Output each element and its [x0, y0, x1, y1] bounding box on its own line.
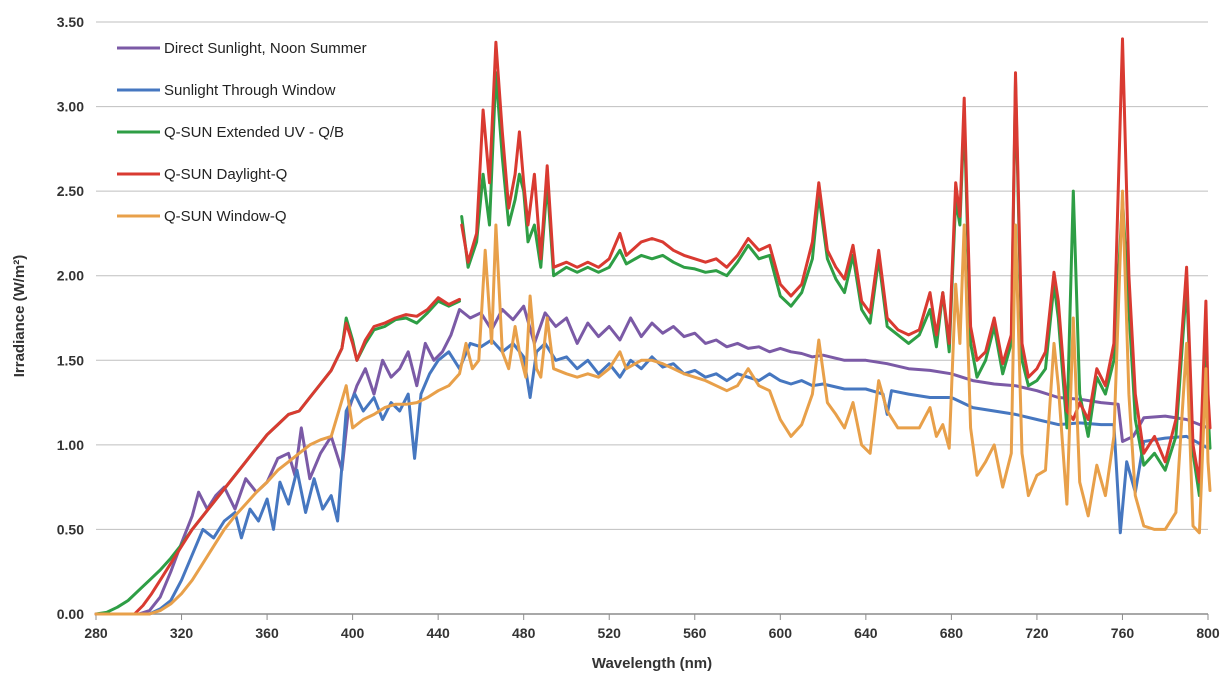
legend-label: Direct Sunlight, Noon Summer	[164, 40, 367, 57]
x-tick-label: 320	[170, 625, 194, 641]
y-tick-label: 3.50	[57, 14, 84, 30]
x-tick-label: 760	[1111, 625, 1135, 641]
x-tick-label: 400	[341, 625, 365, 641]
series-line-3	[94, 71, 1212, 616]
y-tick-label: 1.50	[57, 352, 84, 368]
legend: Direct Sunlight, Noon Summer Sunlight Thr…	[117, 40, 367, 225]
legend-label: Q-SUN Extended UV - Q/B	[164, 124, 344, 141]
x-tick-label: 560	[683, 625, 707, 641]
y-tick-label: 0.00	[57, 606, 84, 622]
legend-label: Q-SUN Window-Q	[164, 208, 287, 225]
grid-lines	[95, 21, 1209, 620]
x-tick-label: 280	[84, 625, 108, 641]
x-tick-label: 520	[598, 625, 622, 641]
x-tick-label: 440	[426, 625, 450, 641]
series-line-1	[94, 304, 1210, 616]
y-tick-label: 2.50	[57, 183, 84, 199]
x-tick-label: 800	[1196, 625, 1220, 641]
x-tick-label: 680	[940, 625, 964, 641]
series-line-2	[94, 338, 1210, 616]
y-tick-label: 1.00	[57, 437, 84, 453]
series-line-5	[94, 189, 1212, 616]
x-tick-label: 480	[512, 625, 536, 641]
y-axis-title: Irradiance (W/m²)	[11, 255, 28, 378]
legend-label: Q-SUN Daylight-Q	[164, 166, 287, 183]
series-lines	[94, 37, 1212, 616]
y-tick-label: 3.00	[57, 99, 84, 115]
x-axis-title: Wavelength (nm)	[592, 655, 712, 672]
x-tick-label: 360	[255, 625, 279, 641]
y-tick-label: 0.50	[57, 521, 84, 537]
x-tick-label: 640	[854, 625, 878, 641]
x-tick-label: 600	[769, 625, 793, 641]
x-tick-labels: 280 320 360 400 440 480 520 560 600 640 680 720 760 8…	[84, 625, 1220, 641]
legend-label: Sunlight Through Window	[164, 82, 336, 99]
x-tick-label: 720	[1025, 625, 1049, 641]
y-tick-label: 2.00	[57, 268, 84, 284]
series-line-4	[94, 37, 1212, 616]
y-tick-labels: 0.00 0.50 1.00 1.50 2.00 2.50 3.00 3.50	[57, 14, 84, 622]
